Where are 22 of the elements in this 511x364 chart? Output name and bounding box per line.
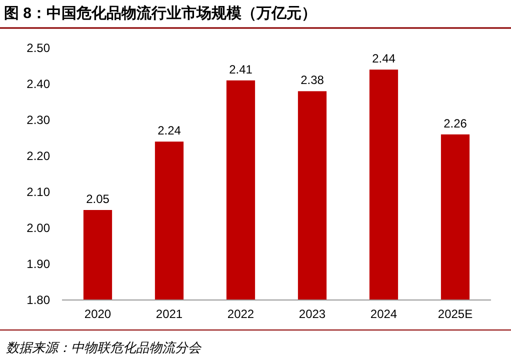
data-label: 2.24 xyxy=(158,124,182,138)
chart-title: 图 8：中国危化品物流行业市场规模（万亿元） xyxy=(4,4,317,22)
x-tick-label: 2023 xyxy=(298,307,326,321)
y-tick-label: 1.90 xyxy=(26,257,50,272)
y-tick-label: 1.80 xyxy=(26,293,50,308)
x-tick-label: 2020 xyxy=(84,307,112,321)
y-tick-label: 2.40 xyxy=(26,77,50,92)
y-tick-label: 2.20 xyxy=(26,149,50,164)
data-label: 2.44 xyxy=(372,52,396,66)
x-tick-label: 2021 xyxy=(156,307,183,321)
y-tick-label: 2.10 xyxy=(26,185,50,200)
data-label: 2.26 xyxy=(444,116,468,130)
y-tick-label: 2.30 xyxy=(26,113,50,128)
x-tick-label: 2022 xyxy=(227,307,254,321)
x-tick-label: 2024 xyxy=(370,307,398,321)
x-tick-label: 2025E xyxy=(438,307,473,321)
y-tick-label: 2.00 xyxy=(26,221,50,236)
data-label: 2.41 xyxy=(229,62,253,76)
data-label: 2.38 xyxy=(300,73,324,88)
y-tick-label: 2.50 xyxy=(26,41,50,56)
source-note: 数据来源：中物联危化品物流分会 xyxy=(6,340,202,355)
data-label: 2.05 xyxy=(86,192,110,206)
